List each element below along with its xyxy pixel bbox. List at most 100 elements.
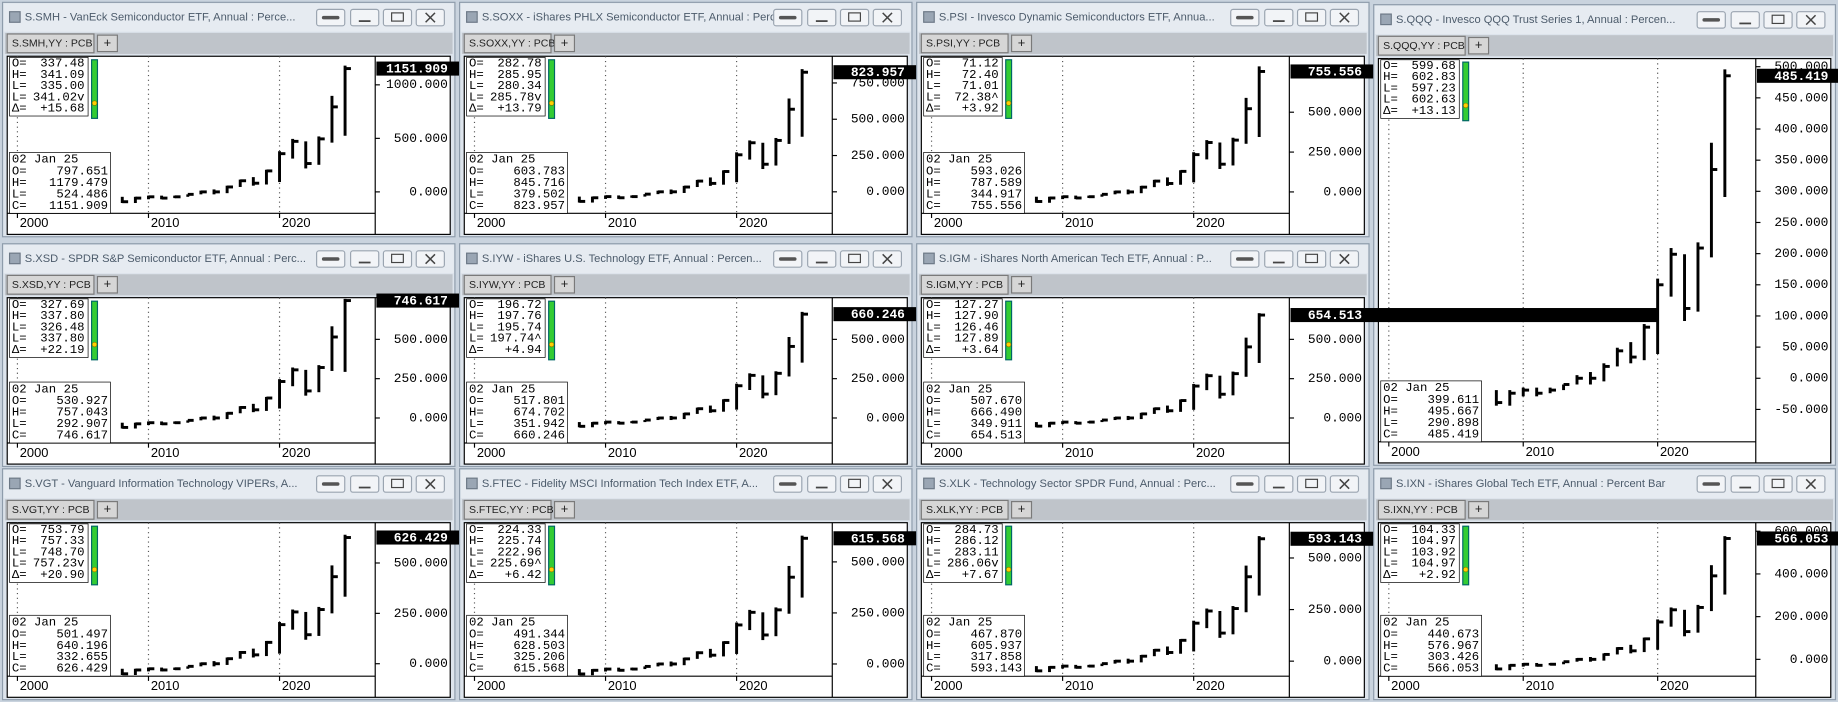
minimize-button[interactable]: [1730, 475, 1760, 493]
y-tick-label: 50.000: [1782, 340, 1828, 355]
maximize-button[interactable]: [839, 475, 870, 493]
info-value: 399.611: [1428, 393, 1480, 407]
range-dot: [548, 566, 555, 573]
window-icon: [1380, 477, 1392, 490]
minimize-button[interactable]: [350, 475, 380, 493]
y-tick-label: 500.000: [1308, 550, 1362, 565]
add-tab-button[interactable]: [1010, 275, 1033, 294]
minimize-button[interactable]: [807, 8, 837, 27]
chart-tab-label: S.XLK,YY : PCB: [926, 504, 1003, 516]
maximize-button[interactable]: [1296, 475, 1327, 493]
range-bar: [1462, 525, 1470, 586]
x-tick-label: 2000: [1391, 444, 1420, 459]
minimize-button[interactable]: [1264, 8, 1294, 27]
add-tab-button[interactable]: [96, 275, 118, 294]
minimize-button[interactable]: [1264, 475, 1294, 493]
last-price: 615.568: [851, 531, 905, 546]
minimize-button[interactable]: [350, 250, 380, 268]
info-value: 351.942: [513, 417, 565, 431]
last-price: 485.419: [1774, 69, 1828, 84]
x-tick-label: 2000: [20, 445, 49, 460]
maximize-button[interactable]: [1296, 8, 1327, 27]
maximize-button[interactable]: [1763, 11, 1793, 29]
y-tick-label: 500.000: [851, 112, 905, 127]
window-icon: [1380, 13, 1392, 26]
quote-value: 283.11: [954, 545, 998, 559]
info-value: 660.246: [513, 429, 565, 443]
add-tab-button[interactable]: [553, 501, 576, 519]
quote-value: +22.19: [40, 343, 84, 357]
minimize-button[interactable]: [1730, 11, 1760, 29]
quote-label: O=: [469, 523, 484, 537]
chart-tab[interactable]: [6, 274, 95, 295]
quote-label: Δ=: [926, 343, 941, 357]
quote-value: 224.33: [497, 523, 541, 537]
quote-label: O=: [12, 523, 27, 537]
chart-window: S.PSI - Invesco Dynamic Semiconductors E…: [916, 1, 1659, 238]
chart-tab[interactable]: [920, 274, 1009, 295]
maximize-button[interactable]: [1763, 475, 1793, 493]
info-box: [9, 614, 111, 677]
info-date: 02 Jan 25: [1383, 381, 1449, 395]
info-box: [923, 381, 1025, 444]
maximize-button[interactable]: [382, 475, 413, 493]
info-label: H=: [1383, 639, 1398, 653]
add-tab-button[interactable]: [1010, 501, 1033, 519]
minimize-button[interactable]: [807, 250, 837, 268]
maximize-button[interactable]: [839, 250, 870, 268]
info-label: O=: [12, 394, 27, 408]
minimize-button[interactable]: [807, 475, 837, 493]
quote-label: L=: [926, 79, 941, 93]
info-date: 02 Jan 25: [469, 153, 535, 167]
x-tick-label: 2000: [1391, 678, 1420, 693]
info-label: L=: [926, 417, 941, 431]
x-tick-label: 2000: [934, 215, 963, 230]
info-label: O=: [1383, 393, 1398, 407]
x-tick-label: 2020: [1660, 444, 1689, 459]
quote-label: L=: [926, 557, 941, 571]
info-date: 02 Jan 25: [469, 382, 535, 396]
info-date: 02 Jan 25: [12, 616, 78, 630]
add-tab-button[interactable]: [553, 275, 576, 294]
chart-tab[interactable]: [1377, 499, 1466, 520]
chart-tab-label: S.XSD,YY : PCB: [12, 279, 91, 291]
maximize-button[interactable]: [382, 8, 413, 27]
chart-tab[interactable]: [463, 274, 552, 295]
add-tab-button[interactable]: [96, 501, 118, 519]
info-box: [466, 152, 568, 214]
add-tab-button[interactable]: [1468, 501, 1490, 519]
quote-label: H=: [926, 309, 941, 323]
maximize-button[interactable]: [1296, 250, 1327, 268]
add-tab-button[interactable]: [553, 34, 576, 53]
window-title: S.XSD - SPDR S&P Semiconductor ETF, Annu…: [25, 253, 306, 265]
info-label: L=: [926, 650, 941, 664]
add-tab-label: +: [561, 35, 569, 50]
chart-tab[interactable]: [920, 499, 1009, 520]
window-icon: [923, 252, 935, 265]
minimize-button[interactable]: [350, 8, 380, 27]
quote-label: O=: [12, 298, 27, 312]
add-tab-button[interactable]: [1010, 34, 1033, 53]
minimize-button[interactable]: [1264, 250, 1294, 268]
quote-value: 280.34: [497, 79, 541, 93]
window-title: S.PSI - Invesco Dynamic Semiconductors E…: [939, 12, 1215, 24]
chart-tab[interactable]: [1377, 35, 1466, 56]
quote-label: O=: [12, 57, 27, 71]
chart-tab[interactable]: [6, 499, 95, 520]
y-tick-label: 0.000: [1323, 184, 1362, 199]
quote-value: 757.33: [40, 534, 84, 548]
info-label: O=: [12, 164, 27, 178]
add-tab-button[interactable]: [1468, 36, 1490, 55]
info-value: 344.917: [970, 187, 1022, 201]
chart-tab[interactable]: [920, 33, 1009, 54]
chart-tab[interactable]: [463, 33, 552, 54]
maximize-button[interactable]: [382, 250, 413, 268]
y-tick-label: 0.000: [1323, 410, 1362, 425]
chart-tab[interactable]: [463, 499, 552, 520]
chart-tab[interactable]: [6, 33, 95, 54]
y-tick-label: 1000.000: [386, 77, 448, 92]
add-tab-button[interactable]: [96, 34, 118, 53]
y-tick-label: 0.000: [409, 184, 448, 199]
maximize-button[interactable]: [839, 8, 870, 27]
maximize-icon: [1305, 253, 1319, 264]
